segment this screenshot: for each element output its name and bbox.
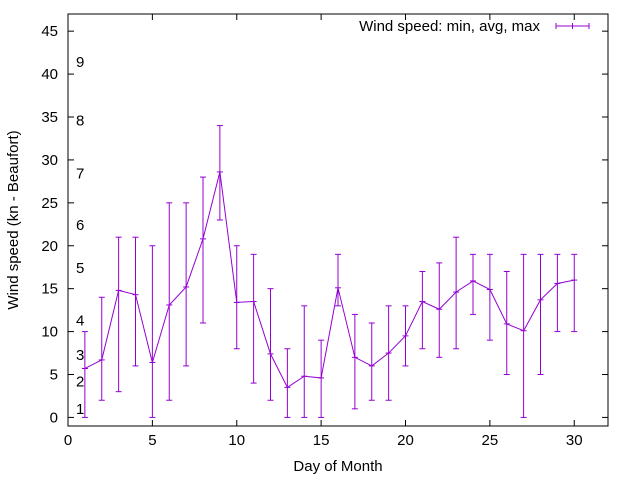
y-tick-label: 20	[41, 238, 58, 255]
legend: Wind speed: min, avg, max	[359, 18, 590, 35]
y-tick-label: 35	[41, 109, 58, 126]
beaufort-label: 4	[76, 312, 84, 329]
y-tick-label: 30	[41, 152, 58, 169]
x-axis-label: Day of Month	[293, 458, 382, 475]
y-axis-label: Wind speed (kn - Beaufort)	[5, 130, 22, 309]
x-tick-label: 25	[482, 432, 499, 449]
beaufort-label: 5	[76, 260, 84, 277]
y-tick-label: 25	[41, 195, 58, 212]
x-tick-label: 10	[228, 432, 245, 449]
y-tick-label: 40	[41, 66, 58, 83]
legend-sample-errorbar	[555, 23, 590, 29]
beaufort-label: 3	[76, 347, 84, 364]
y-tick-label: 5	[50, 367, 58, 384]
x-tick-label: 15	[313, 432, 330, 449]
y-tick-label: 0	[50, 409, 58, 426]
error-bars	[81, 125, 578, 418]
beaufort-label: 6	[76, 217, 84, 234]
beaufort-label: 2	[76, 373, 84, 390]
y-tick-label: 15	[41, 281, 58, 298]
plot-frame	[67, 13, 609, 427]
beaufort-scale-labels: 1 2 3 4 5 6 7 8 9	[76, 54, 84, 418]
beaufort-label: 7	[76, 166, 84, 183]
y-tick-label: 45	[41, 23, 58, 40]
x-tick-label: 30	[566, 432, 583, 449]
x-tick-label: 0	[64, 432, 72, 449]
beaufort-label: 9	[76, 54, 84, 71]
x-tick-label: 5	[148, 432, 156, 449]
data-points	[81, 171, 578, 388]
y-tick-label: 10	[41, 324, 58, 341]
beaufort-label: 8	[76, 112, 84, 129]
x-tick-label: 20	[397, 432, 414, 449]
legend-label: Wind speed: min, avg, max	[359, 18, 540, 35]
beaufort-label: 1	[76, 401, 84, 418]
x-axis: 0 5 10 15 20 25 30	[64, 14, 583, 449]
series-line-avg	[84, 171, 575, 389]
